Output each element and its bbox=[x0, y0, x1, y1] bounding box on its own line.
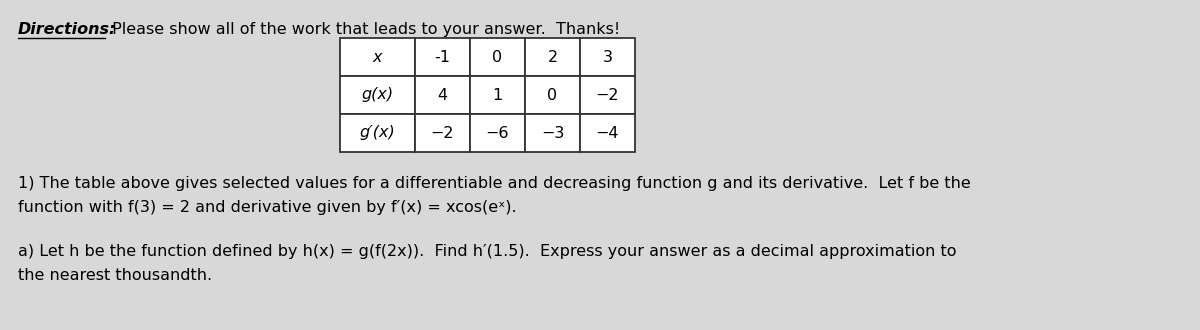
Text: 3: 3 bbox=[602, 50, 612, 64]
Bar bbox=[470, 114, 526, 152]
Text: 1) The table above gives selected values for a differentiable and decreasing fun: 1) The table above gives selected values… bbox=[18, 176, 971, 191]
Text: 0: 0 bbox=[492, 50, 503, 64]
Text: −6: −6 bbox=[486, 125, 509, 141]
Text: a) Let h be the function defined by h(x) = g(f(2x)).  Find h′(1.5).  Express you: a) Let h be the function defined by h(x)… bbox=[18, 244, 956, 259]
Text: −4: −4 bbox=[595, 125, 619, 141]
Bar bbox=[415, 114, 470, 152]
Bar bbox=[340, 114, 415, 152]
Bar bbox=[580, 38, 635, 76]
Text: g′(x): g′(x) bbox=[360, 125, 395, 141]
Text: Please show all of the work that leads to your answer.  Thanks!: Please show all of the work that leads t… bbox=[107, 22, 620, 37]
Text: Directions:: Directions: bbox=[18, 22, 116, 37]
Text: 0: 0 bbox=[547, 87, 558, 103]
Text: −3: −3 bbox=[541, 125, 564, 141]
Bar bbox=[526, 38, 580, 76]
Text: function with f(3) = 2 and derivative given by f′(x) = xcos(eˣ).: function with f(3) = 2 and derivative gi… bbox=[18, 200, 517, 215]
Bar bbox=[526, 76, 580, 114]
Text: 1: 1 bbox=[492, 87, 503, 103]
Bar bbox=[340, 38, 415, 76]
Text: -1: -1 bbox=[434, 50, 450, 64]
Text: x: x bbox=[373, 50, 383, 64]
Bar bbox=[580, 114, 635, 152]
Bar bbox=[470, 38, 526, 76]
Bar bbox=[470, 76, 526, 114]
Bar bbox=[580, 76, 635, 114]
Text: −2: −2 bbox=[595, 87, 619, 103]
Bar bbox=[415, 76, 470, 114]
Bar bbox=[415, 38, 470, 76]
Text: the nearest thousandth.: the nearest thousandth. bbox=[18, 268, 212, 283]
Bar bbox=[340, 76, 415, 114]
Bar bbox=[526, 114, 580, 152]
Text: g(x): g(x) bbox=[361, 87, 394, 103]
Text: 2: 2 bbox=[547, 50, 558, 64]
Text: −2: −2 bbox=[431, 125, 455, 141]
Text: 4: 4 bbox=[438, 87, 448, 103]
